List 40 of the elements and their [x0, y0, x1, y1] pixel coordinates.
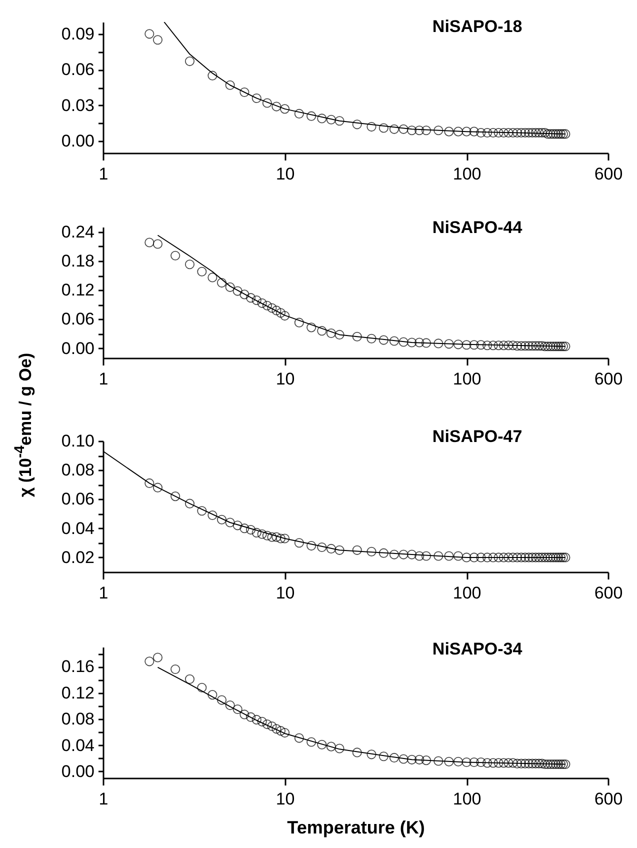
y-tick-label: 0.04: [61, 736, 94, 755]
x-tick-label: 600: [594, 584, 623, 602]
x-tick-label: 100: [452, 164, 482, 184]
x-tick-label: 10: [276, 790, 295, 808]
x-axis-title: Temperature (K): [287, 818, 425, 838]
x-tick-label: 100: [452, 584, 482, 602]
x-tick-label: 1: [98, 790, 108, 808]
x-tick-label: 10: [276, 370, 295, 388]
x-tick-label: 1: [98, 370, 108, 388]
y-tick-label: 0.06: [61, 490, 94, 509]
x-tick-label: 600: [594, 370, 623, 388]
y-tick-label: 0.24: [61, 222, 94, 242]
x-tick-label: 1: [98, 584, 108, 602]
y-tick-label: 0.00: [61, 132, 94, 151]
y-tick-label: 0.10: [61, 432, 94, 450]
x-tick-label: 600: [594, 164, 623, 184]
chart-title: NiSAPO-18: [432, 17, 522, 36]
y-tick-label: 0.12: [61, 280, 94, 300]
y-tick-label: 0.08: [61, 460, 94, 480]
y-tick-label: 0.03: [61, 96, 94, 115]
y-tick-label: 0.16: [61, 657, 94, 676]
y-tick-label: 0.09: [61, 24, 94, 44]
y-tick-label: 0.00: [61, 338, 94, 358]
y-tick-label: 0.18: [61, 251, 94, 270]
y-tick-label: 0.04: [61, 518, 94, 538]
y-tick-label: 0.02: [61, 548, 94, 567]
chart-title: NiSAPO-47: [432, 427, 522, 446]
x-tick-label: 100: [452, 370, 482, 388]
x-tick-label: 600: [594, 790, 623, 808]
x-tick-label: 10: [276, 584, 295, 602]
x-tick-label: 1: [98, 164, 108, 184]
y-tick-label: 0.06: [61, 60, 94, 80]
x-tick-label: 10: [276, 164, 295, 184]
y-tick-label: 0.08: [61, 710, 94, 729]
y-tick-label: 0.00: [61, 762, 94, 781]
chart-title: NiSAPO-44: [432, 218, 523, 237]
chart-title: NiSAPO-34: [432, 640, 523, 659]
y-tick-label: 0.12: [61, 683, 94, 702]
x-tick-label: 100: [452, 790, 482, 808]
y-tick-label: 0.06: [61, 310, 94, 329]
